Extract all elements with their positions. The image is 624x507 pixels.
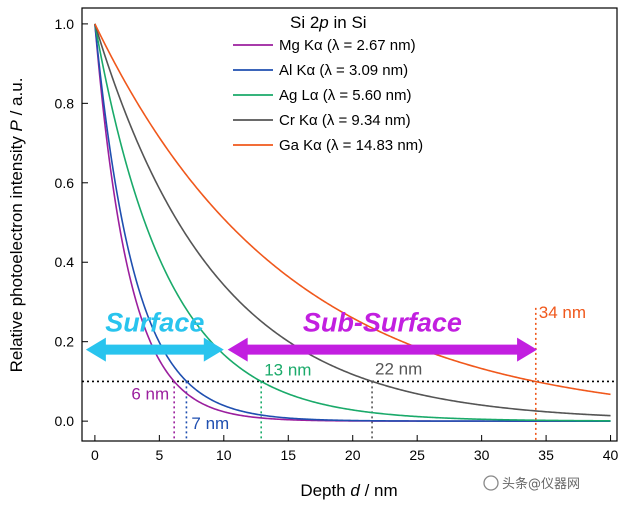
region-arrow-sub-surface — [227, 337, 538, 362]
depth-markers: 6 nm 7 nm 13 nm 22 nm 34 nm — [131, 303, 586, 441]
y-tick-label: 0.0 — [55, 413, 75, 429]
series-line-mg-k-2-67-nm — [94, 23, 611, 422]
x-tick-label: 10 — [216, 447, 232, 463]
y-tick-label: 0.4 — [55, 254, 75, 270]
region-label-sub-surface: Sub-Surface — [303, 308, 462, 338]
legend-label-ag-l-5-60-nm: Ag Lα (λ = 5.60 nm) — [279, 87, 411, 104]
depth-label-22-nm: 22 nm — [375, 360, 422, 379]
x-axis-title: Depth d / nm — [300, 481, 397, 500]
legend-label-al-k-3-09-nm: Al Kα (λ = 3.09 nm) — [279, 62, 408, 79]
legend: Si 2p in Si Mg Kα (λ = 2.67 nm) Al Kα (λ … — [233, 13, 423, 154]
series-curves — [94, 23, 611, 422]
series-line-al-k-3-09-nm — [94, 23, 611, 422]
x-tick-label: 25 — [409, 447, 425, 463]
x-tick-label: 20 — [345, 447, 361, 463]
region-arrows: Surface Sub-Surface — [85, 308, 538, 362]
y-tick-label: 0.2 — [55, 334, 75, 350]
series-line-ag-l-5-60-nm — [94, 23, 611, 422]
watermark-logo-icon — [483, 475, 499, 491]
x-tick-label: 35 — [538, 447, 554, 463]
series-line-cr-k-9-34-nm — [94, 23, 611, 417]
y-tick-label: 1.0 — [55, 16, 75, 32]
region-arrow-surface — [85, 337, 224, 362]
legend-label-cr-k-9-34-nm: Cr Kα (λ = 9.34 nm) — [279, 112, 411, 129]
x-tick-label: 40 — [603, 447, 619, 463]
legend-title: Si 2p in Si — [290, 13, 367, 32]
series-line-ga-k-14-83-nm — [94, 23, 611, 396]
y-tick-label: 0.6 — [55, 175, 75, 191]
axis-ticks: 0 5 10 15 20 25 30 35 40 0.0 0.2 0.4 0.6 0.8 1.0 — [55, 16, 619, 463]
depth-label-6-nm: 6 nm — [131, 384, 169, 403]
legend-label-ga-k-14-83-nm: Ga Kα (λ = 14.83 nm) — [279, 137, 423, 154]
x-tick-label: 30 — [474, 447, 490, 463]
x-tick-label: 15 — [280, 447, 296, 463]
legend-label-mg-k-2-67-nm: Mg Kα (λ = 2.67 nm) — [279, 37, 416, 54]
x-tick-label: 0 — [91, 447, 99, 463]
plot-frame — [81, 7, 618, 442]
watermark-text: 头条@仪器网 — [502, 476, 580, 492]
y-tick-label: 0.8 — [55, 95, 75, 111]
y-axis-title: Relative photoelectron intensity P / a.u… — [7, 78, 26, 373]
x-tick-label: 5 — [155, 447, 163, 463]
region-label-surface: Surface — [105, 308, 204, 338]
depth-label-34-nm: 34 nm — [539, 303, 586, 322]
watermark: 头条@仪器网 — [483, 475, 580, 492]
depth-label-13-nm: 13 nm — [264, 360, 311, 379]
depth-label-7-nm: 7 nm — [191, 414, 229, 433]
